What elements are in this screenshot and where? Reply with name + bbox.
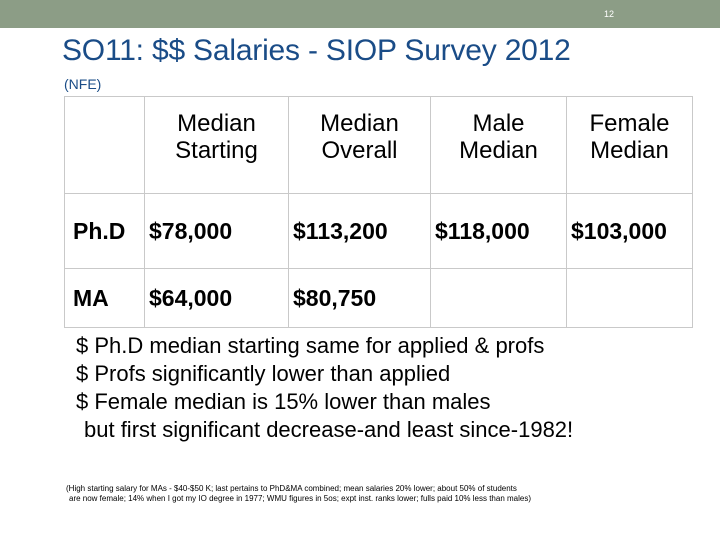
header-cell: Female Median [566,96,693,194]
header-cell: Male Median [430,96,567,194]
header-line: Overall [321,137,398,164]
header-line: Starting [175,137,258,164]
table-cell: $78,000 [144,193,289,269]
notes-block: $ Ph.D median starting same for applied … [76,332,573,444]
slide-number: 12 [603,9,614,19]
table-cell: $80,750 [288,268,431,328]
top-bar: 12 [0,0,720,28]
header-cell-empty [64,96,145,194]
table-header-row: Median Starting Median Overall Male Medi… [64,96,693,194]
note-line: $ Ph.D median starting same for applied … [76,333,545,358]
table-cell: $64,000 [144,268,289,328]
salary-table: Median Starting Median Overall Male Medi… [64,96,693,328]
header-line: Female [589,110,670,137]
table-cell: $118,000 [430,193,567,269]
note-line: $ Female median is 15% lower than males [76,389,491,414]
footnote: (High starting salary for MAs - $40-$50 … [66,484,531,504]
slide-subtitle: (NFE) [64,76,102,92]
table-row: Ph.D $78,000 $113,200 $118,000 $103,000 [64,193,693,269]
footnote-line: (High starting salary for MAs - $40-$50 … [66,484,517,493]
header-cell: Median Overall [288,96,431,194]
header-line: Male [472,110,525,137]
footnote-line: are now female; 14% when I got my IO deg… [69,494,531,503]
header-cell: Median Starting [144,96,289,194]
note-line: $ Profs significantly lower than applied [76,361,451,386]
header-line: Median [459,137,538,164]
slide-title: SO11: $$ Salaries - SIOP Survey 2012 [62,34,571,67]
header-line: Median [320,110,399,137]
table-cell [430,268,567,328]
table-cell: $103,000 [566,193,693,269]
table-cell: $113,200 [288,193,431,269]
row-label: MA [64,268,145,328]
table-row: MA $64,000 $80,750 [64,268,693,328]
note-line: but first significant decrease-and least… [84,417,574,442]
table-cell [566,268,693,328]
header-line: Median [177,110,256,137]
row-label: Ph.D [64,193,145,269]
header-line: Median [590,137,669,164]
